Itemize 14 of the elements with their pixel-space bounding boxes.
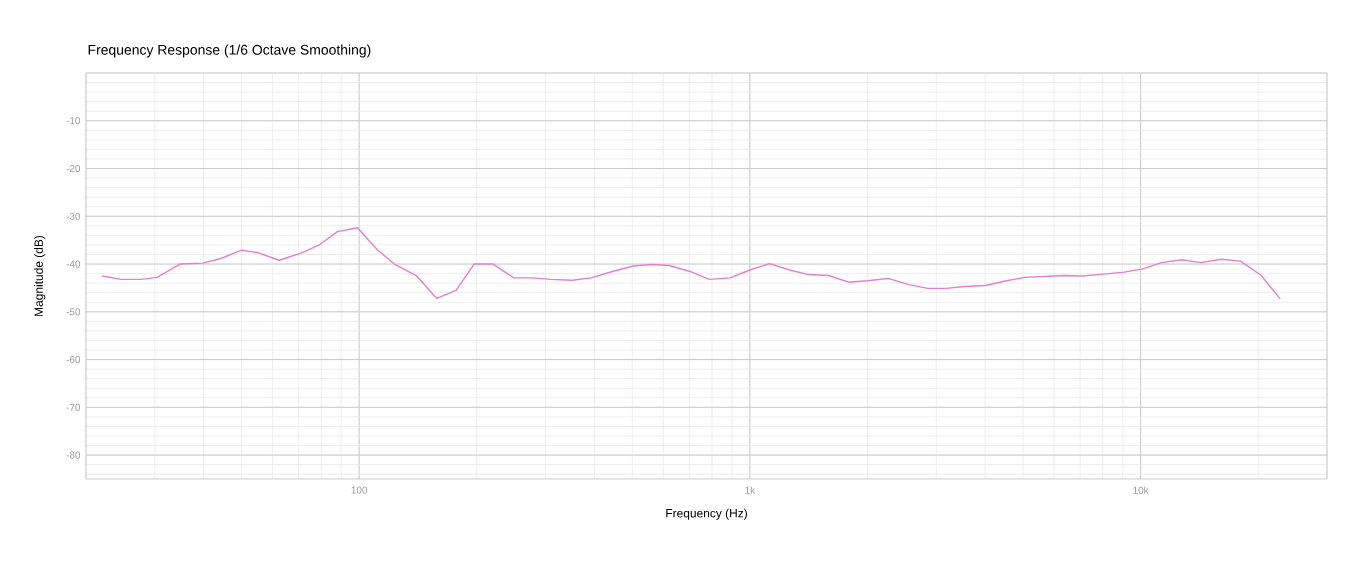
- y-tick-label: -80: [66, 451, 81, 459]
- x-axis-title: Frequency (Hz): [666, 508, 747, 520]
- x-tick-label: 1k: [745, 486, 756, 494]
- x-tick-label: 10k: [1133, 486, 1149, 494]
- y-axis-title: Magnitude (dB): [34, 235, 46, 316]
- x-tick-label: 100: [351, 486, 368, 494]
- y-tick-label: -60: [66, 356, 81, 364]
- y-tick-label: -30: [66, 212, 81, 220]
- y-tick-label: -50: [66, 308, 81, 316]
- chart-title: Frequency Response (1/6 Octave Smoothing): [88, 44, 371, 58]
- y-tick-label: -20: [66, 165, 81, 173]
- y-tick-label: -40: [66, 260, 81, 268]
- y-tick-label: -10: [66, 117, 81, 125]
- y-tick-label: -70: [66, 403, 81, 411]
